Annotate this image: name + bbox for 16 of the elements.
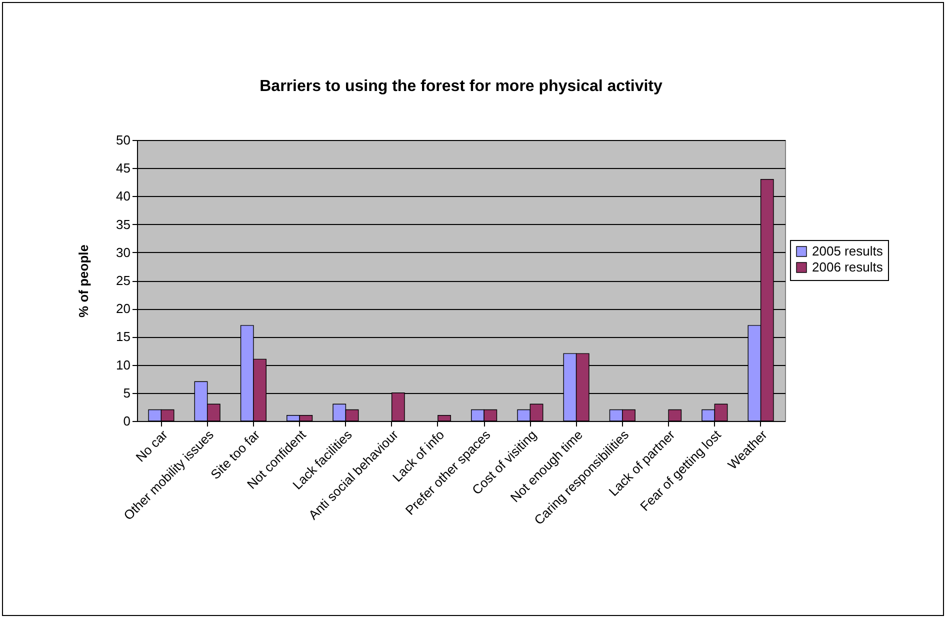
- y-tick-label: 35: [116, 216, 130, 232]
- y-tick-label: 15: [116, 329, 130, 344]
- y-axis-title: % of people: [76, 244, 92, 318]
- y-tick-label: 30: [116, 244, 130, 260]
- legend-label: 2005 results: [812, 244, 884, 258]
- y-tick-label: 0: [123, 414, 130, 428]
- y-tick-label: 5: [123, 385, 130, 400]
- x-tick-label: No car: [132, 426, 171, 465]
- y-tick-label: 40: [116, 188, 130, 204]
- chart-title: Barriers to using the forest for more physical activity: [260, 78, 662, 95]
- y-tick-label: 50: [116, 132, 130, 148]
- y-tick-label: 10: [116, 357, 130, 372]
- y-tick-label: 20: [116, 301, 130, 316]
- y-tick-label: 25: [116, 273, 130, 288]
- legend-label: 2006 results: [812, 260, 884, 274]
- y-tick-label: 45: [116, 160, 130, 176]
